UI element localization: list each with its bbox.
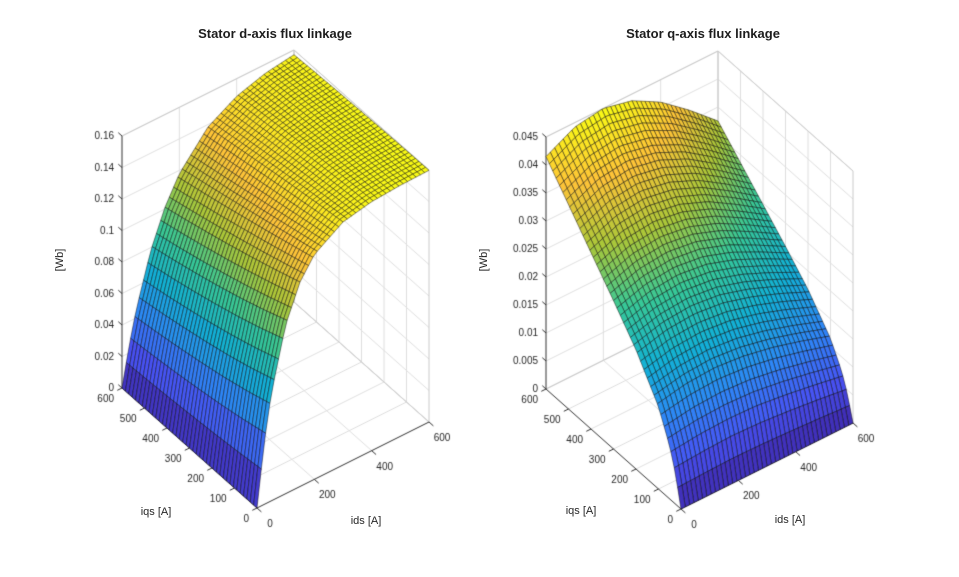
plot2-title: Stator q-axis flux linkage	[626, 26, 780, 41]
plot1-zlabel: [Wb]	[54, 248, 66, 272]
plot2-zlabel: [Wb]	[478, 248, 490, 272]
plot1-xlabel: ids [A]	[350, 515, 382, 527]
plot2-xlabel: ids [A]	[774, 514, 806, 526]
plot2-ylabel: iqs [A]	[565, 505, 597, 517]
plot1-ylabel: iqs [A]	[140, 506, 172, 518]
plot1-title: Stator d-axis flux linkage	[198, 26, 352, 41]
